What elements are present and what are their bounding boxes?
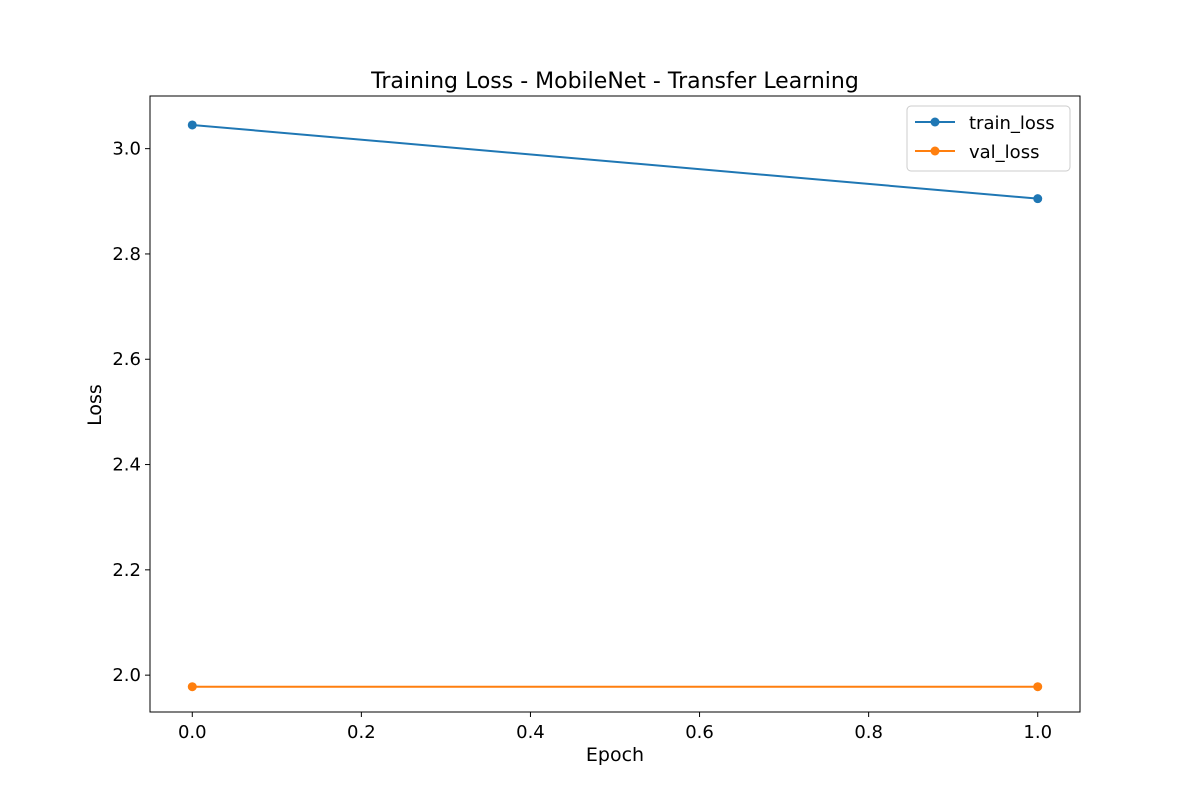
plot-area: 0.0 0.2 0.4 0.6 0.8 1.0 2.0 2.2 2.4 2.6 2.8 3.0 trai… [112,95,1081,743]
y-axis-label: Loss [84,384,106,426]
x-axis-label: Epoch [586,744,644,766]
data-point-val-loss [187,682,197,692]
axes-frame [149,95,1081,713]
x-tick-label: 0.8 [854,722,883,743]
x-tick-label: 0.4 [516,722,545,743]
x-tick-label: 0.6 [685,722,714,743]
y-tick-label: 2.8 [112,244,141,265]
y-tick-label: 2.6 [112,349,141,370]
y-tick-label: 2.4 [112,455,141,476]
legend-label-train-loss: train_loss [969,113,1055,134]
data-point-train-loss [1033,194,1043,204]
series-line-train-loss [192,123,1038,200]
x-tick-label: 0.0 [178,722,207,743]
legend-marker-val-loss [930,146,940,156]
data-point-val-loss [1033,682,1043,692]
y-tick-label: 2.2 [112,560,141,581]
y-tick-label: 3.0 [112,139,141,160]
x-tick-label: 1.0 [1023,722,1052,743]
legend-marker-train-loss [930,117,940,127]
x-tick-label: 0.2 [347,722,376,743]
data-point-train-loss [187,120,197,130]
legend-label-val-loss: val_loss [969,142,1039,163]
y-tick-label: 2.0 [112,665,141,686]
chart-title: Training Loss - MobileNet - Transfer Lea… [370,69,859,94]
